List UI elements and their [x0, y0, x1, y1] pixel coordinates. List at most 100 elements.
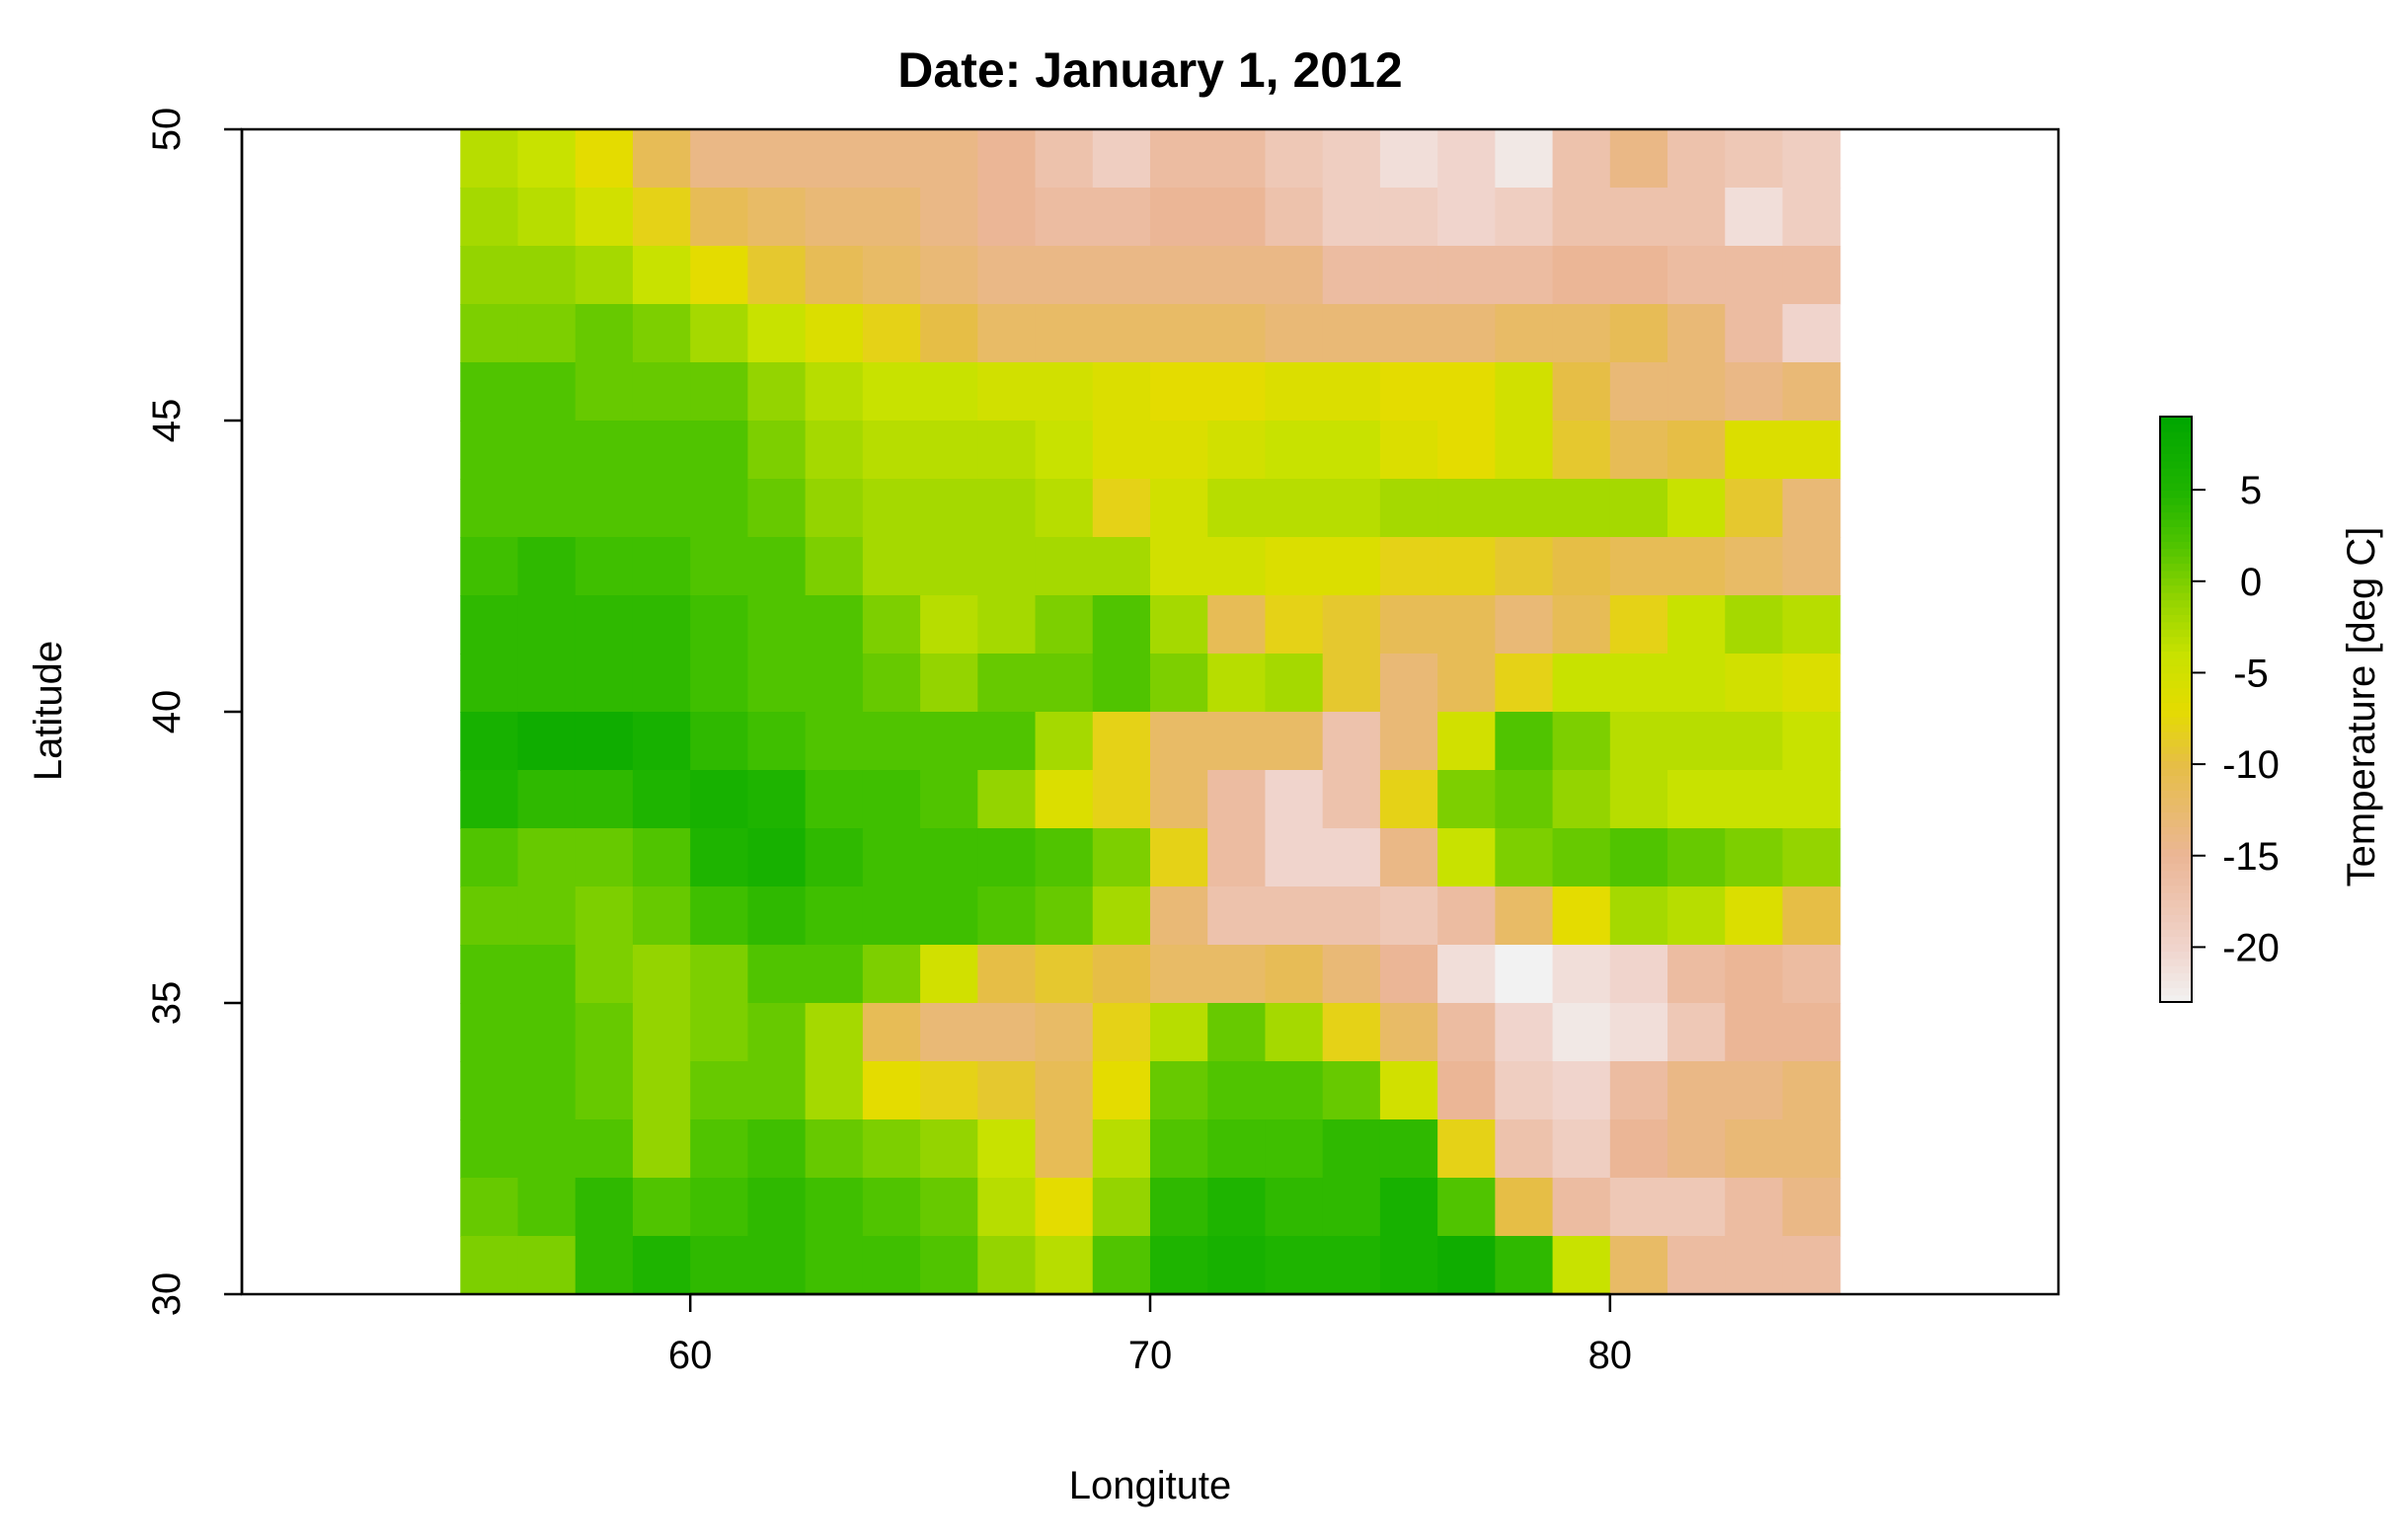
- heatmap-cell: [805, 1061, 864, 1120]
- colorbar-segment: [2160, 651, 2192, 659]
- heatmap-cell: [920, 421, 978, 480]
- heatmap-cell: [1782, 304, 1841, 363]
- heatmap-cell: [1725, 304, 1784, 363]
- heatmap-cell: [517, 362, 577, 422]
- heatmap-cell: [1035, 421, 1094, 480]
- heatmap-cell: [1265, 1236, 1324, 1295]
- heatmap-cell: [575, 129, 634, 189]
- heatmap-cell: [460, 828, 519, 887]
- heatmap-cell: [862, 886, 921, 946]
- heatmap-cell: [747, 945, 807, 1004]
- heatmap-cell: [747, 1236, 807, 1295]
- chart-title: Date: January 1, 2012: [897, 42, 1402, 98]
- heatmap-cell: [1150, 945, 1208, 1004]
- heatmap-cell: [1322, 886, 1381, 946]
- heatmap-cell: [862, 1236, 921, 1295]
- heatmap-cell: [1495, 654, 1554, 713]
- heatmap-cell: [460, 479, 519, 538]
- x-axis-title: Longitute: [1069, 1464, 1232, 1507]
- heatmap-cell: [977, 886, 1037, 946]
- heatmap-cell: [1782, 129, 1841, 189]
- heatmap-cell: [690, 479, 749, 538]
- colorbar-segment: [2160, 621, 2192, 630]
- heatmap-cell: [805, 654, 864, 713]
- heatmap-cell: [805, 421, 864, 480]
- colorbar-segment: [2160, 709, 2192, 718]
- heatmap-cell: [1667, 129, 1726, 189]
- heatmap-cell: [1667, 1178, 1726, 1237]
- heatmap-cell: [1782, 362, 1841, 422]
- heatmap-cell: [862, 188, 921, 247]
- heatmap-cell: [862, 770, 921, 829]
- colorbar-segment: [2160, 672, 2192, 681]
- heatmap-cell: [1265, 1178, 1324, 1237]
- heatmap-cell: [920, 654, 978, 713]
- heatmap-cell: [460, 1003, 519, 1062]
- heatmap-cell: [1437, 712, 1496, 771]
- heatmap-cell: [1725, 712, 1784, 771]
- heatmap-cell: [1322, 421, 1381, 480]
- heatmap-cell: [1495, 1178, 1554, 1237]
- heatmap-cell: [1322, 770, 1381, 829]
- heatmap-cell: [977, 945, 1037, 1004]
- heatmap-cell: [1437, 886, 1496, 946]
- colorbar-segment: [2160, 870, 2192, 879]
- heatmap-cell: [1437, 479, 1496, 538]
- heatmap-cell: [1379, 188, 1438, 247]
- heatmap-cell: [632, 246, 691, 305]
- heatmap-cell: [747, 1178, 807, 1237]
- heatmap-cell: [1265, 537, 1324, 596]
- heatmap-cell: [1207, 1178, 1267, 1237]
- heatmap-cell: [1725, 654, 1784, 713]
- colorbar-segment: [2160, 855, 2192, 864]
- heatmap-cell: [1150, 537, 1208, 596]
- colorbar-segment: [2160, 790, 2192, 799]
- heatmap-cell: [1150, 654, 1208, 713]
- heatmap-cell: [1609, 712, 1668, 771]
- heatmap-cell: [1667, 595, 1726, 654]
- heatmap-cell: [690, 770, 749, 829]
- heatmap-cell: [1207, 1119, 1267, 1179]
- heatmap-cell: [1552, 945, 1611, 1004]
- heatmap-cell: [1667, 945, 1726, 1004]
- colorbar-segment: [2160, 811, 2192, 820]
- heatmap-cell: [1035, 188, 1094, 247]
- heatmap-cell: [747, 129, 807, 189]
- colorbar-segment: [2160, 555, 2192, 565]
- heatmap-cell: [1322, 654, 1381, 713]
- heatmap-cell: [1322, 712, 1381, 771]
- heatmap-cell: [1552, 886, 1611, 946]
- colorbar-segment: [2160, 467, 2192, 477]
- colorbar-segment: [2160, 424, 2192, 432]
- heatmap-cell: [1207, 712, 1267, 771]
- heatmap-cell: [690, 129, 749, 189]
- heatmap-cell: [977, 654, 1037, 713]
- heatmap-cell: [1609, 945, 1668, 1004]
- heatmap-cell: [1725, 1178, 1784, 1237]
- colorbar-segment: [2160, 943, 2192, 952]
- heatmap-cell: [690, 1003, 749, 1062]
- heatmap-cell: [690, 362, 749, 422]
- x-tick-label: 80: [1588, 1334, 1633, 1377]
- heatmap-cell: [632, 188, 691, 247]
- heatmap-cell: [517, 828, 577, 887]
- heatmap-cell: [977, 479, 1037, 538]
- heatmap-cell: [460, 246, 519, 305]
- heatmap-cell: [805, 246, 864, 305]
- heatmap-cell: [920, 537, 978, 596]
- heatmap-cell: [460, 1119, 519, 1179]
- heatmap-cell: [920, 1236, 978, 1295]
- heatmap-cell: [977, 712, 1037, 771]
- heatmap-cell: [1667, 188, 1726, 247]
- heatmap-cell: [1495, 712, 1554, 771]
- heatmap-cell: [1150, 421, 1208, 480]
- colorbar-tick-label: 5: [2240, 469, 2262, 512]
- heatmap-cell: [1667, 828, 1726, 887]
- colorbar-segment: [2160, 964, 2192, 974]
- heatmap-cell: [977, 188, 1037, 247]
- heatmap-cell: [1150, 129, 1208, 189]
- heatmap-cell: [1725, 537, 1784, 596]
- heatmap-cell: [1552, 188, 1611, 247]
- colorbar-title: Temperature [deg C]: [2340, 527, 2383, 887]
- heatmap-cell: [1552, 828, 1611, 887]
